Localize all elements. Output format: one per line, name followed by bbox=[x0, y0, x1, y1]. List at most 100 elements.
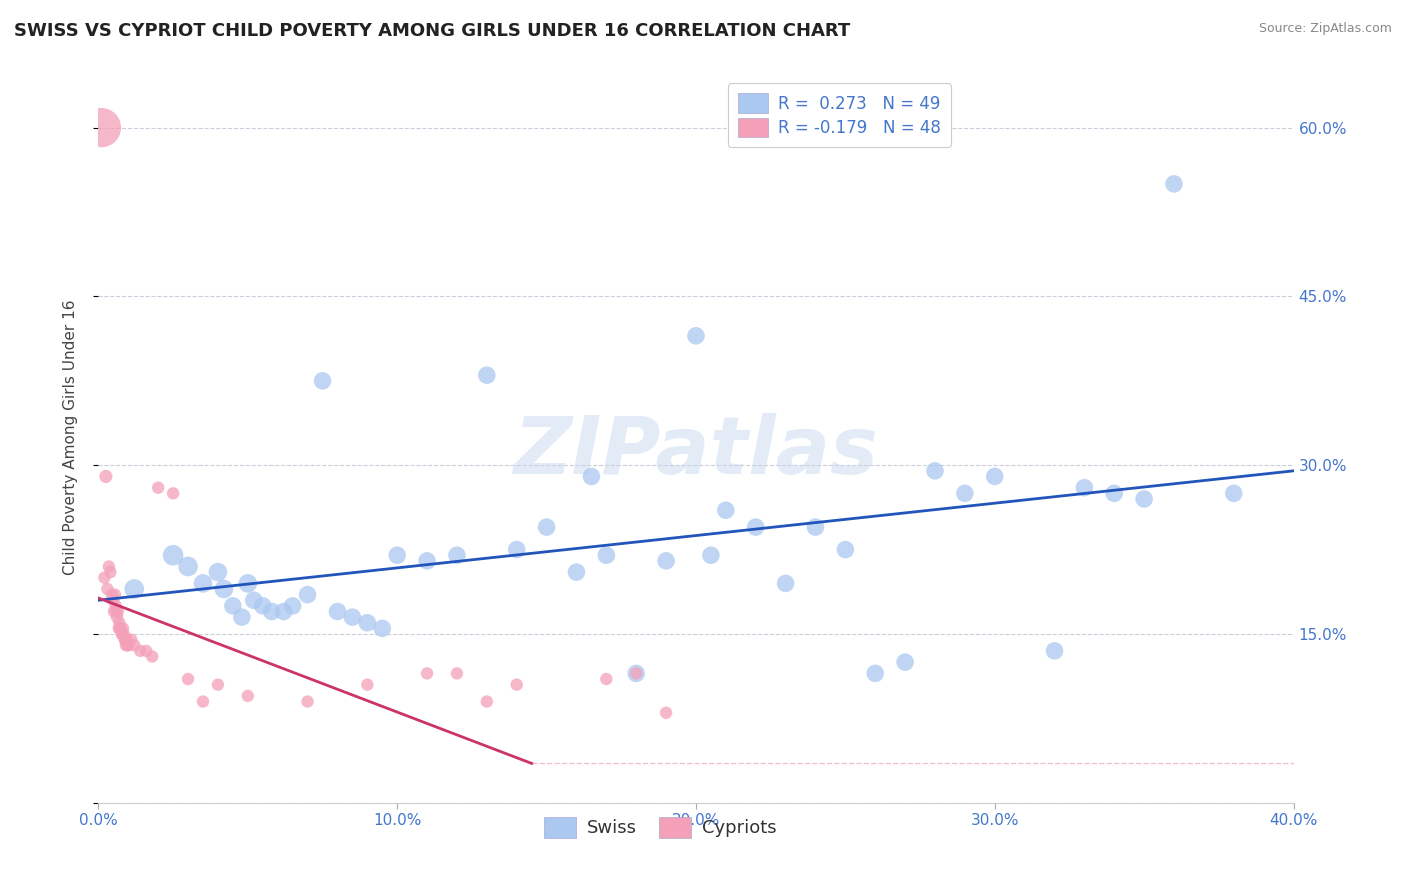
Point bbox=[326, 605, 349, 619]
Point bbox=[475, 368, 498, 383]
Point bbox=[231, 610, 253, 624]
Point bbox=[626, 666, 648, 681]
Point bbox=[112, 627, 135, 641]
Point bbox=[745, 520, 768, 534]
Text: Source: ZipAtlas.com: Source: ZipAtlas.com bbox=[1258, 22, 1392, 36]
Point bbox=[236, 576, 259, 591]
Point bbox=[105, 605, 128, 619]
Point bbox=[252, 599, 274, 613]
Point bbox=[135, 644, 157, 658]
Point bbox=[111, 627, 134, 641]
Point bbox=[148, 481, 170, 495]
Point bbox=[97, 559, 120, 574]
Point bbox=[107, 621, 129, 635]
Point bbox=[297, 694, 319, 708]
Legend: Swiss, Cypriots: Swiss, Cypriots bbox=[537, 810, 783, 845]
Point bbox=[117, 638, 139, 652]
Point bbox=[207, 678, 229, 692]
Point bbox=[281, 599, 304, 613]
Point bbox=[105, 610, 128, 624]
Point bbox=[94, 469, 117, 483]
Point bbox=[124, 582, 146, 596]
Point bbox=[141, 649, 163, 664]
Point bbox=[700, 548, 723, 562]
Point bbox=[311, 374, 333, 388]
Point bbox=[1223, 486, 1246, 500]
Point bbox=[117, 638, 139, 652]
Point bbox=[371, 621, 394, 635]
Point bbox=[356, 678, 378, 692]
Point bbox=[626, 666, 648, 681]
Point bbox=[581, 469, 603, 483]
Point bbox=[655, 706, 678, 720]
Point bbox=[565, 565, 588, 579]
Point bbox=[101, 588, 124, 602]
Point bbox=[111, 627, 134, 641]
Point bbox=[416, 666, 439, 681]
Point bbox=[1043, 644, 1066, 658]
Point bbox=[108, 615, 131, 630]
Point bbox=[834, 542, 856, 557]
Point bbox=[124, 638, 146, 652]
Point bbox=[93, 571, 115, 585]
Point bbox=[177, 672, 200, 686]
Point bbox=[273, 605, 295, 619]
Point bbox=[104, 599, 127, 613]
Point bbox=[96, 582, 118, 596]
Point bbox=[222, 599, 245, 613]
Point bbox=[924, 464, 946, 478]
Point bbox=[446, 666, 468, 681]
Point bbox=[120, 632, 142, 647]
Point bbox=[236, 689, 259, 703]
Point bbox=[129, 644, 152, 658]
Point bbox=[162, 486, 184, 500]
Point bbox=[775, 576, 797, 591]
Point bbox=[114, 632, 136, 647]
Point bbox=[685, 328, 707, 343]
Point bbox=[356, 615, 378, 630]
Point bbox=[342, 610, 364, 624]
Point bbox=[162, 548, 184, 562]
Point bbox=[804, 520, 827, 534]
Point bbox=[1163, 177, 1185, 191]
Point bbox=[243, 593, 266, 607]
Point bbox=[111, 621, 134, 635]
Point bbox=[115, 632, 138, 647]
Point bbox=[1133, 491, 1156, 506]
Point bbox=[103, 605, 125, 619]
Point bbox=[714, 503, 737, 517]
Text: ZIPatlas: ZIPatlas bbox=[513, 413, 879, 491]
Point bbox=[114, 632, 136, 647]
Point bbox=[103, 593, 125, 607]
Point bbox=[984, 469, 1007, 483]
Point bbox=[385, 548, 409, 562]
Y-axis label: Child Poverty Among Girls Under 16: Child Poverty Among Girls Under 16 bbox=[63, 300, 77, 574]
Point bbox=[177, 559, 200, 574]
Point bbox=[416, 554, 439, 568]
Point bbox=[446, 548, 468, 562]
Point bbox=[655, 554, 678, 568]
Point bbox=[212, 582, 235, 596]
Point bbox=[115, 638, 138, 652]
Point bbox=[108, 621, 131, 635]
Point bbox=[110, 621, 132, 635]
Point bbox=[506, 678, 529, 692]
Point bbox=[297, 588, 319, 602]
Point bbox=[260, 605, 283, 619]
Point bbox=[506, 542, 529, 557]
Point bbox=[207, 565, 229, 579]
Text: SWISS VS CYPRIOT CHILD POVERTY AMONG GIRLS UNDER 16 CORRELATION CHART: SWISS VS CYPRIOT CHILD POVERTY AMONG GIR… bbox=[14, 22, 851, 40]
Point bbox=[536, 520, 558, 534]
Point bbox=[595, 672, 617, 686]
Point bbox=[1073, 481, 1095, 495]
Point bbox=[953, 486, 976, 500]
Point bbox=[191, 694, 214, 708]
Point bbox=[98, 565, 122, 579]
Point bbox=[90, 120, 112, 135]
Point bbox=[104, 588, 127, 602]
Point bbox=[595, 548, 617, 562]
Point bbox=[191, 576, 214, 591]
Point bbox=[1104, 486, 1126, 500]
Point bbox=[107, 605, 129, 619]
Point bbox=[894, 655, 917, 669]
